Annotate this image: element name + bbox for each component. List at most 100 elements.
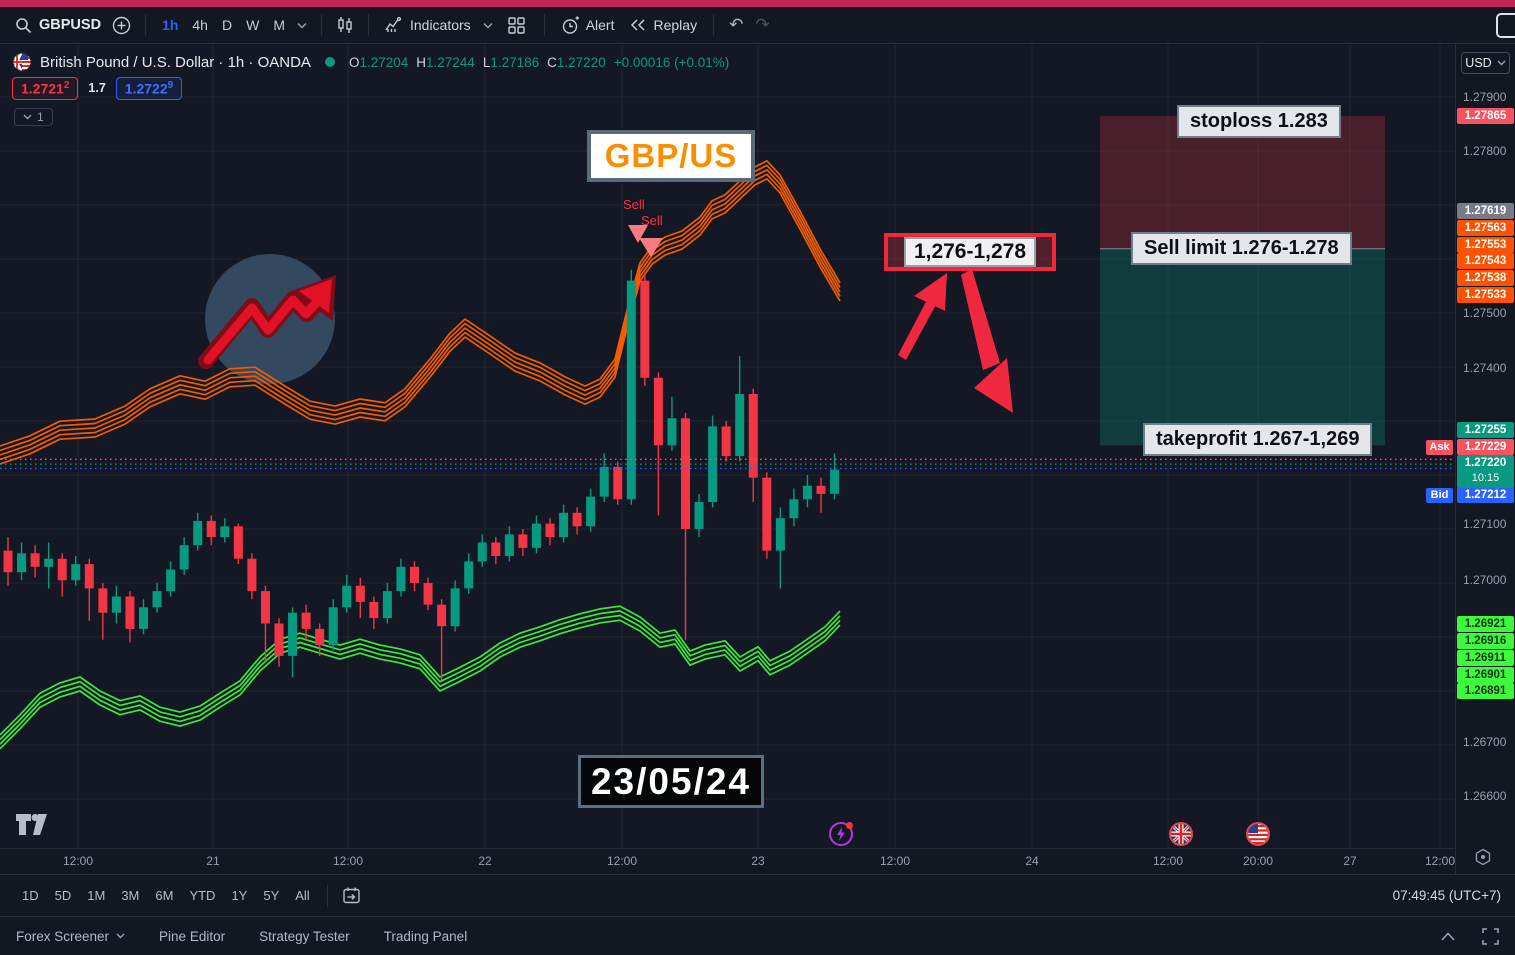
price-badge: 1.27212 xyxy=(1457,487,1514,503)
replay-icon xyxy=(631,19,646,31)
price-tick-label: 1.27500 xyxy=(1463,306,1507,320)
alert-button[interactable]: Alert xyxy=(554,12,622,39)
price-badge: 1.26911 xyxy=(1457,650,1514,666)
chart-title[interactable]: British Pound / U.S. Dollar · 1h · OANDA xyxy=(40,53,311,71)
chevron-down-icon xyxy=(23,114,32,120)
price-tick-label: 1.27900 xyxy=(1463,90,1507,104)
chart-canvas[interactable]: Sell Sell xyxy=(0,44,1455,848)
indicators-icon xyxy=(385,17,402,32)
top-accent-bar xyxy=(0,0,1515,7)
tradingview-logo[interactable] xyxy=(16,814,50,840)
symbol-flag-icon xyxy=(12,52,32,72)
spread-value: 1.7 xyxy=(88,81,106,96)
ohlc-values: O1.27204 H1.27244 L1.27186 C1.27220 +0.0… xyxy=(348,54,730,70)
status-bar: Forex Screener Pine Editor Strategy Teste… xyxy=(0,916,1515,955)
timeframe-M[interactable]: M xyxy=(273,17,285,33)
timeframe-D[interactable]: D xyxy=(221,17,233,33)
undo-icon[interactable]: ↶ xyxy=(729,15,744,34)
chart-legend[interactable]: British Pound / U.S. Dollar · 1h · OANDA… xyxy=(12,52,729,72)
main-area: Sell Sell xyxy=(0,44,1515,874)
alert-label: Alert xyxy=(585,17,615,33)
sell-limit-label[interactable]: Sell limit 1.276-1.278 xyxy=(1131,232,1352,265)
time-label: 23 xyxy=(751,854,765,868)
chevron-down-icon[interactable] xyxy=(292,22,312,29)
replay-button[interactable]: Replay xyxy=(621,13,704,37)
statusbar-forex-screener[interactable]: Forex Screener xyxy=(16,923,125,950)
range-callout-box[interactable]: 1,276-1,278 xyxy=(884,233,1056,271)
price-badge: 1.27865 xyxy=(1457,108,1514,124)
scale-settings-icon[interactable] xyxy=(1474,848,1492,869)
price-badge: 1.27255 xyxy=(1457,422,1514,438)
status-bar-right xyxy=(1440,927,1499,945)
quote-panel: 1.27212 1.7 1.27229 xyxy=(12,77,183,100)
ask-tag: Ask xyxy=(1426,440,1453,455)
symbol-button[interactable]: GBPUSD xyxy=(39,17,102,33)
economic-event-uk-flag-icon[interactable] xyxy=(1169,822,1193,846)
toolbar-separator xyxy=(367,14,369,36)
time-label: 12:00 xyxy=(879,854,911,868)
chevron-up-icon[interactable] xyxy=(1440,931,1456,942)
economic-event-flash-icon[interactable] xyxy=(829,822,853,846)
search-icon[interactable] xyxy=(10,17,37,34)
replay-label: Replay xyxy=(653,17,698,33)
statusbar-trading-panel[interactable]: Trading Panel xyxy=(383,928,468,944)
session-clock[interactable]: 07:49:45 (UTC+7) xyxy=(1392,888,1501,903)
statusbar-pine-editor[interactable]: Pine Editor xyxy=(159,928,226,944)
svg-text:Sell: Sell xyxy=(623,197,645,212)
price-tick-label: 1.27000 xyxy=(1463,573,1507,587)
top-toolbar: GBPUSD 1h 4h D W M Indicators Alert xyxy=(0,7,1515,44)
price-scale[interactable]: USD 1.27900 1.27800 1.27500 1.27400 1.27100 1… xyxy=(1426,44,1515,874)
timeframe-4h[interactable]: 4h xyxy=(192,17,208,33)
indicator-templates-icon[interactable] xyxy=(498,16,535,34)
range-5d[interactable]: 5D xyxy=(54,888,72,903)
economic-event-us-flag-icon[interactable] xyxy=(1246,822,1270,846)
timeframe-W[interactable]: W xyxy=(246,17,260,33)
add-symbol-icon[interactable] xyxy=(107,16,136,35)
time-label: 21 xyxy=(206,854,220,868)
price-badge: 1.27619 xyxy=(1457,203,1514,219)
range-1y[interactable]: 1Y xyxy=(231,888,248,903)
timeframe-1h[interactable]: 1h xyxy=(162,17,179,33)
statusbar-strategy-tester[interactable]: Strategy Tester xyxy=(259,928,350,944)
status-items: Forex Screener Pine Editor Strategy Teste… xyxy=(16,923,501,950)
toolbar-separator xyxy=(326,884,328,907)
price-badge: 1.27553 xyxy=(1457,237,1514,253)
market-status-dot[interactable] xyxy=(324,57,335,67)
scale-body: 1.27900 1.27800 1.27500 1.27400 1.27100 1.270… xyxy=(1426,44,1515,874)
price-tick-label: 1.27100 xyxy=(1463,517,1507,531)
range-3m[interactable]: 3M xyxy=(121,888,140,903)
scale-currency-dropdown[interactable]: USD xyxy=(1461,52,1510,74)
range-1d[interactable]: 1D xyxy=(22,888,39,903)
buy-quote-button[interactable]: 1.27229 xyxy=(115,77,183,100)
range-all[interactable]: All xyxy=(295,888,310,903)
time-label: 12:00 xyxy=(1152,854,1184,868)
time-label: 12:00 xyxy=(606,854,638,868)
takeprofit-label[interactable]: takeprofit 1.267-1,269 xyxy=(1143,423,1373,456)
watermark-title-box[interactable]: GBP/US xyxy=(587,130,755,182)
sell-quote-button[interactable]: 1.27212 xyxy=(12,77,79,100)
time-label: 20:00 xyxy=(1242,854,1274,868)
chart-type-candles-icon[interactable] xyxy=(331,16,359,34)
chevron-down-icon[interactable] xyxy=(478,22,498,29)
range-6m[interactable]: 6M xyxy=(155,888,174,903)
range-ytd[interactable]: YTD xyxy=(189,888,216,903)
price-tick-label: 1.26600 xyxy=(1463,789,1507,803)
stoploss-label[interactable]: stoploss 1.283 xyxy=(1177,105,1341,138)
indicators-button[interactable]: Indicators xyxy=(378,13,478,37)
range-1m[interactable]: 1M xyxy=(87,888,106,903)
date-label-box[interactable]: 23/05/24 xyxy=(578,755,764,808)
date-range-group: 1D 5D 1M 3M 6M YTD 1Y 5Y All xyxy=(14,884,318,907)
object-tree-collapse-button[interactable]: 1 xyxy=(14,108,53,126)
time-axis[interactable]: 12:00 21 12:00 22 12:00 23 12:00 24 12:00 20:00 27… xyxy=(0,848,1455,874)
alert-clock-icon xyxy=(562,15,579,34)
bottom-toolbar: 1D 5D 1M 3M 6M YTD 1Y 5Y All 07:49:45 (UTC+7) xyxy=(0,874,1515,916)
toolbar-separator xyxy=(543,14,545,36)
price-badge: 1.27543 xyxy=(1457,253,1514,269)
range-5y[interactable]: 5Y xyxy=(263,888,280,903)
fullscreen-icon[interactable] xyxy=(1482,927,1499,945)
go-to-date-icon[interactable] xyxy=(337,886,366,905)
redo-icon[interactable]: ↷ xyxy=(755,15,770,34)
layout-button[interactable] xyxy=(1496,13,1515,38)
bid-tag: Bid xyxy=(1426,488,1453,503)
